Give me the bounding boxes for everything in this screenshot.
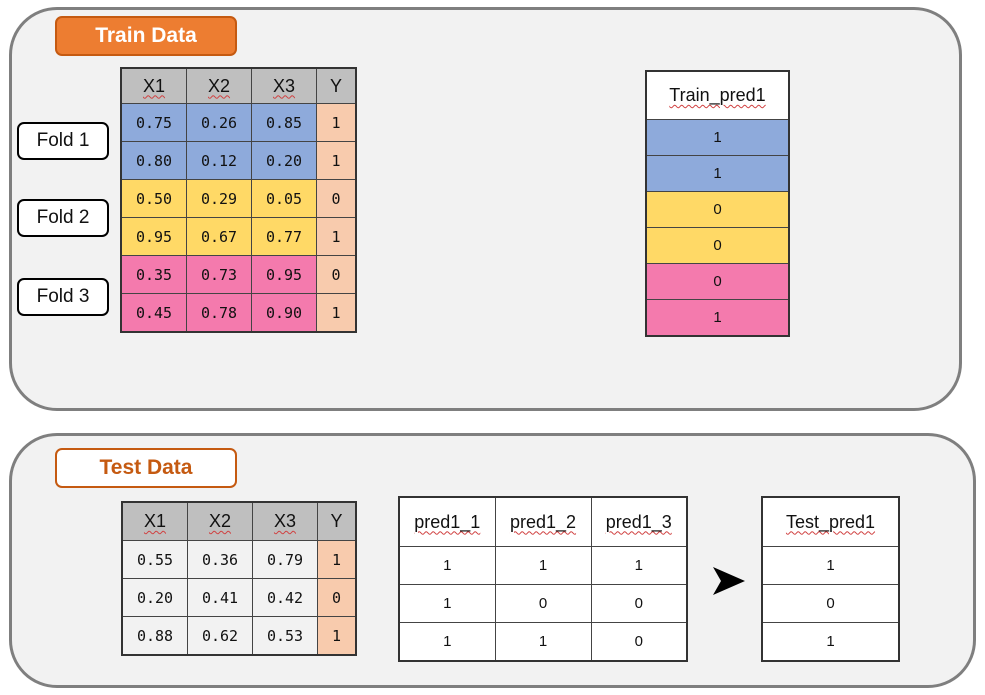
table-cell: 0.41 [187,578,253,617]
test-data-label: Test Data [55,448,237,488]
arrow-right-icon [713,567,745,595]
table-cell: 0 [645,263,790,300]
table-row: 1 1 0 [398,622,688,662]
table-cell: 1 [761,622,900,662]
table-row: 1 1 1 [398,546,688,585]
table-row: 1 0 0 [398,584,688,623]
table-row: 0.88 0.62 0.53 1 [121,616,357,656]
table-cell: 0.80 [120,141,187,180]
table-header-row: pred1_1 pred1_2 pred1_3 [398,496,688,547]
table-cell: 0 [590,584,688,623]
table-cell: 0.67 [186,217,252,256]
table-cell: 0.77 [251,217,317,256]
table-cell: 0 [645,227,790,264]
table-cell: 1 [398,622,496,662]
column-header: pred1_3 [590,496,688,547]
table-row: 0.35 0.73 0.95 0 [120,255,357,294]
table-cell: 1 [645,299,790,337]
table-cell: 0 [761,584,900,623]
table-cell: 0.50 [120,179,187,218]
target-cell: 0 [316,179,357,218]
table-cell: 1 [645,155,790,192]
table-row: 0.80 0.12 0.20 1 [120,141,357,180]
table-cell: 0.26 [186,103,252,142]
table-row: 0.20 0.41 0.42 0 [121,578,357,617]
table-cell: 1 [494,622,592,662]
column-header: X1 [121,501,188,541]
column-header: X3 [252,501,318,541]
train-pred-table: Train_pred1 1 1 0 0 0 1 [645,70,790,337]
table-cell: 0.95 [251,255,317,294]
table-cell: 0.88 [121,616,188,656]
table-row: 0.50 0.29 0.05 0 [120,179,357,218]
table-cell: 0.05 [251,179,317,218]
table-cell: 0.42 [252,578,318,617]
test-data-table: X1 X2 X3 Y 0.55 0.36 0.79 1 0.20 0.41 0.… [121,501,357,656]
column-header: pred1_1 [398,496,496,547]
target-cell: 1 [317,540,357,579]
target-cell: 1 [316,103,357,142]
table-cell: 0.62 [187,616,253,656]
table-header-row: X1 X2 X3 Y [121,501,357,541]
table-cell: 1 [398,546,496,585]
table-header-row: Test_pred1 [761,496,900,547]
table-row: 0.95 0.67 0.77 1 [120,217,357,256]
table-row: 0.45 0.78 0.90 1 [120,293,357,333]
column-header: Y [317,501,357,541]
table-cell: 0.78 [186,293,252,333]
target-cell: 1 [316,217,357,256]
target-cell: 1 [317,616,357,656]
column-header: Test_pred1 [761,496,900,547]
table-cell: 1 [645,119,790,156]
table-cell: 1 [494,546,592,585]
table-cell: 0.35 [120,255,187,294]
table-cell: 0 [590,622,688,662]
table-cell: 0.20 [251,141,317,180]
table-row: 0.55 0.36 0.79 1 [121,540,357,579]
column-header: pred1_2 [494,496,592,547]
table-cell: 1 [761,546,900,585]
target-cell: 0 [316,255,357,294]
table-cell: 1 [398,584,496,623]
train-data-table: X1 X2 X3 Y 0.75 0.26 0.85 1 0.80 0.12 0.… [120,67,357,333]
column-header: X3 [251,67,317,104]
table-cell: 0.20 [121,578,188,617]
table-cell: 0.29 [186,179,252,218]
column-header: X2 [186,67,252,104]
table-cell: 1 [590,546,688,585]
test-pred-table: Test_pred1 1 0 1 [761,496,900,662]
fold-predictions-table: pred1_1 pred1_2 pred1_3 1 1 1 1 0 0 1 1 … [398,496,688,662]
table-cell: 0.85 [251,103,317,142]
table-header-row: Train_pred1 [645,70,790,120]
column-header: X1 [120,67,187,104]
column-header: X2 [187,501,253,541]
table-cell: 0.95 [120,217,187,256]
table-cell: 0.75 [120,103,187,142]
target-cell: 1 [316,141,357,180]
table-cell: 0.79 [252,540,318,579]
column-header: Train_pred1 [645,70,790,120]
train-data-label: Train Data [55,16,237,56]
target-cell: 1 [316,293,357,333]
table-cell: 0.53 [252,616,318,656]
fold-3-label: Fold 3 [17,278,109,316]
table-cell: 0.45 [120,293,187,333]
fold-2-label: Fold 2 [17,199,109,237]
table-cell: 0.12 [186,141,252,180]
table-header-row: X1 X2 X3 Y [120,67,357,104]
table-cell: 0.90 [251,293,317,333]
target-cell: 0 [317,578,357,617]
table-cell: 0.55 [121,540,188,579]
table-cell: 0 [645,191,790,228]
table-cell: 0 [494,584,592,623]
fold-1-label: Fold 1 [17,122,109,160]
table-cell: 0.73 [186,255,252,294]
table-cell: 0.36 [187,540,253,579]
column-header: Y [316,67,357,104]
table-row: 0.75 0.26 0.85 1 [120,103,357,142]
